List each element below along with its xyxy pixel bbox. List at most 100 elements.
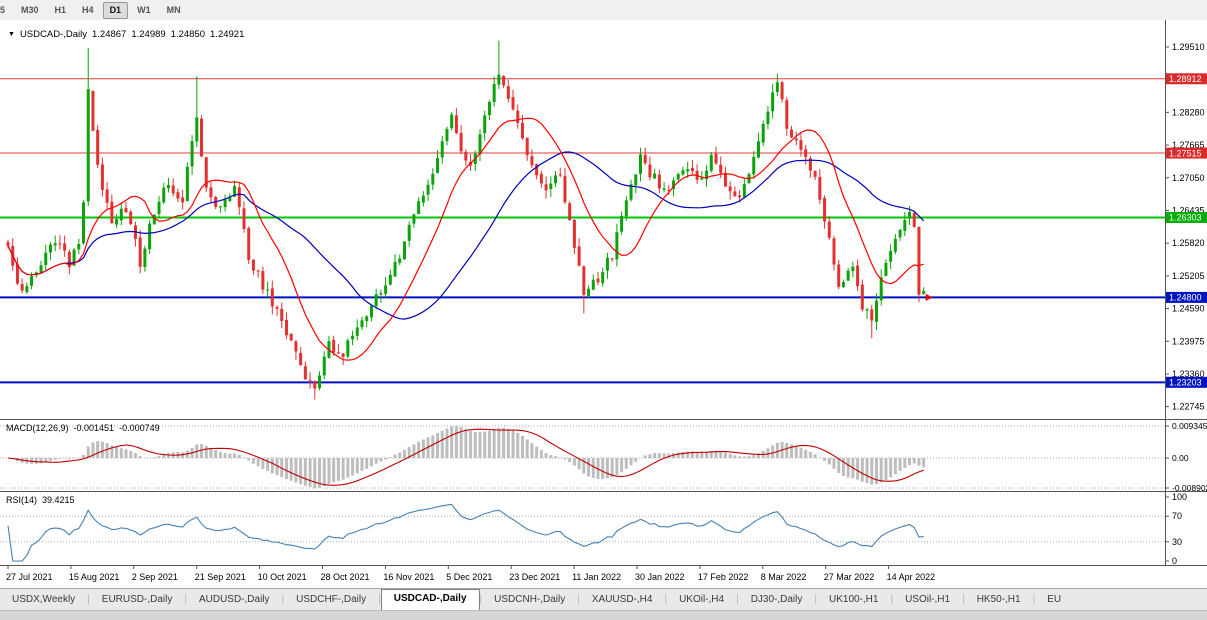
date-axis-label: 15 Aug 2021 xyxy=(69,572,120,582)
price-level-tag-box xyxy=(1166,291,1207,303)
chart-tab-usdx-weekly[interactable]: USDX,Weekly xyxy=(12,593,76,605)
date-axis: 27 Jul 2021 15 Aug 2021 2 Sep 2021 21 Sep 2… xyxy=(6,566,935,582)
chart-region: 1.295101.288951.282801.276651.270501.264… xyxy=(0,20,1207,588)
tab-divider: | xyxy=(1032,594,1036,605)
chart-tab-eu[interactable]: EU xyxy=(1047,593,1062,605)
ma-fast-line xyxy=(7,117,924,361)
chart-tab-hk50-h1[interactable]: HK50-,H1 xyxy=(976,593,1021,605)
chart-tab-usoil-h1[interactable]: USOil-,H1 xyxy=(905,593,951,605)
tab-divider: | xyxy=(890,594,894,605)
chart-background xyxy=(0,20,1207,588)
price-scale-label: 1.27665 xyxy=(1172,140,1205,150)
chart-tab-dj30-daily[interactable]: DJ30-,Daily xyxy=(750,593,803,605)
price-level-tag: 1.23203 xyxy=(1169,378,1202,388)
price-level-tag-box xyxy=(1166,211,1207,223)
date-axis-label: 5 Dec 2021 xyxy=(446,572,492,582)
rsi-line xyxy=(7,503,924,562)
chart-tab-eurusd-daily[interactable]: EURUSD-,Daily xyxy=(101,593,173,605)
timeframe-button-d1[interactable]: D1 xyxy=(102,1,129,19)
chart-tab-usdcad-daily[interactable]: USDCAD-,Daily xyxy=(380,589,480,611)
price-scale-label: 1.23975 xyxy=(1172,336,1205,346)
chart-tab-usdchf-daily[interactable]: USDCHF-,Daily xyxy=(296,593,367,605)
chart-tab-audusd-daily[interactable]: AUDUSD-,Daily xyxy=(198,593,270,605)
date-axis-label: 23 Dec 2021 xyxy=(509,572,560,582)
price-level-tag: 1.24800 xyxy=(1169,293,1202,303)
price-level-tag-box xyxy=(1166,147,1207,159)
tab-divider: | xyxy=(87,594,90,605)
tab-divider: | xyxy=(962,594,965,605)
chart-title-bar: ▼ USDCAD-,Daily 1.24867 1.24989 1.24850 1.249… xyxy=(8,29,249,40)
chart-tab-ukoil-h4[interactable]: UKOil-,H4 xyxy=(679,593,725,605)
price-scale-label: 1.28280 xyxy=(1172,107,1205,117)
timeframe-button-h4[interactable]: H4 xyxy=(82,4,94,15)
macd-name: MACD(12,26,9) xyxy=(6,423,69,433)
date-axis-label: 10 Oct 2021 xyxy=(258,572,307,582)
date-axis-label: 8 Mar 2022 xyxy=(761,572,807,582)
chart-tab-usdcnh-daily[interactable]: USDCNH-,Daily xyxy=(494,593,566,605)
price-scale: 1.295101.288951.282801.276651.270501.264… xyxy=(1165,42,1207,566)
macd-signal-value: -0.000749 xyxy=(119,423,160,433)
rsi-scale-label: 100 xyxy=(1172,492,1187,502)
timeframe-toolbar: 5 M30 H1 H4 D1 W1 MN xyxy=(0,0,1207,21)
date-axis-label: 17 Feb 2022 xyxy=(698,572,749,582)
price-scale-label: 1.24590 xyxy=(1172,304,1205,314)
tab-divider: | xyxy=(479,594,483,605)
date-axis-label: 27 Mar 2022 xyxy=(824,572,875,582)
price-scale-label: 1.25820 xyxy=(1172,238,1205,248)
timeframe-button-m30[interactable]: M30 xyxy=(21,4,39,15)
date-axis-label: 11 Jan 2022 xyxy=(572,572,621,582)
rsi-name: RSI(14) xyxy=(6,495,38,505)
tab-divider: | xyxy=(378,594,381,605)
macd-histogram-layer xyxy=(11,426,926,488)
tab-divider: | xyxy=(577,594,580,605)
price-level-tag-box xyxy=(1166,73,1207,85)
rsi-scale-label: 30 xyxy=(1172,537,1182,547)
chart-canvas[interactable]: 1.295101.288951.282801.276651.270501.264… xyxy=(0,20,1207,588)
chart-tabs-bar: USDX,Weekly | EURUSD-,Daily | AUDUSD-,Daily |… xyxy=(0,588,1207,611)
rsi-scale-label: 70 xyxy=(1172,511,1182,521)
macd-scale-label: 0.009345 xyxy=(1172,421,1207,431)
date-axis-label: 27 Jul 2021 xyxy=(6,572,53,582)
ma-slow-line xyxy=(7,151,925,320)
macd-indicator-label: MACD(12,26,9) -0.001451 -0.000749 xyxy=(6,423,165,433)
date-axis-label: 21 Sep 2021 xyxy=(195,572,246,582)
date-axis-label: 16 Nov 2021 xyxy=(383,572,434,582)
date-axis-label: 14 Apr 2022 xyxy=(887,572,936,582)
chart-symbol-period: USDCAD-,Daily xyxy=(19,29,87,40)
date-axis-label: 28 Oct 2021 xyxy=(321,572,370,582)
price-scale-label: 1.25205 xyxy=(1172,271,1205,281)
rsi-indicator-label: RSI(14) 39.4215 xyxy=(6,495,80,505)
ohlc-low: 1.24850 xyxy=(170,29,206,40)
timeframe-button-5[interactable]: 5 xyxy=(0,4,6,15)
chart-tab-uk100-h1[interactable]: UK100-,H1 xyxy=(828,593,879,605)
date-axis-label: 2 Sep 2021 xyxy=(132,572,178,582)
timeframe-button-w1[interactable]: W1 xyxy=(137,4,151,15)
chart-dropdown-triangle-icon[interactable]: ▼ xyxy=(8,31,15,38)
price-level-tag: 1.26303 xyxy=(1169,213,1202,223)
ohlc-close: 1.24921 xyxy=(210,29,245,40)
rsi-scale-label: 0 xyxy=(1172,556,1177,566)
tab-divider: | xyxy=(184,594,187,605)
tab-divider: | xyxy=(281,594,285,605)
chart-tab-xauusd-h4[interactable]: XAUUSD-,H4 xyxy=(591,593,653,605)
ohlc-high: 1.24989 xyxy=(131,29,166,40)
price-scale-label: 1.26435 xyxy=(1172,205,1205,215)
price-level-tag: 1.28912 xyxy=(1169,74,1202,84)
timeframe-button-mn[interactable]: MN xyxy=(166,4,181,15)
macd-main-value: -0.001451 xyxy=(73,423,115,433)
rsi-value: 39.4215 xyxy=(42,495,75,505)
ohlc-open: 1.24867 xyxy=(91,29,127,40)
horizontal-levels-layer[interactable] xyxy=(0,78,1165,384)
macd-scale-label: -0.008902 xyxy=(1172,483,1207,493)
price-scale-label: 1.22745 xyxy=(1172,402,1205,412)
tab-divider: | xyxy=(814,594,817,605)
window-bottom-strip xyxy=(0,610,1207,620)
sell-signal-arrow-icon xyxy=(925,293,933,301)
date-axis-label: 30 Jan 2022 xyxy=(635,572,685,582)
tab-divider: | xyxy=(664,594,668,605)
price-level-tag-box xyxy=(1166,376,1207,388)
price-level-tag: 1.27515 xyxy=(1169,148,1202,158)
macd-scale-label: 0.00 xyxy=(1172,453,1189,463)
timeframe-button-h1[interactable]: H1 xyxy=(54,4,67,15)
price-scale-label: 1.23360 xyxy=(1172,369,1205,379)
